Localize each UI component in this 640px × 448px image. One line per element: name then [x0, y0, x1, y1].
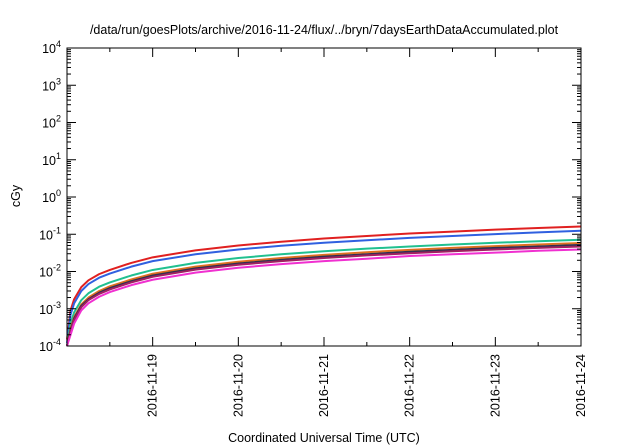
- x-tick-label: 2016-11-20: [231, 354, 245, 417]
- chart-title: /data/run/goesPlots/archive/2016-11-24/f…: [90, 23, 559, 37]
- x-tick-label: 2016-11-24: [574, 354, 588, 417]
- series-line-6: [66, 245, 582, 347]
- plot-frame: [66, 47, 582, 347]
- series-line-7: [66, 248, 582, 347]
- y-tick-label: 103: [42, 76, 61, 93]
- y-axis-label: cGy: [9, 184, 23, 207]
- x-tick-label: 2016-11-23: [488, 354, 502, 417]
- series-line-3: [66, 238, 582, 347]
- y-tick-label: 101: [42, 151, 61, 168]
- y-tick-label: 10-2: [39, 263, 61, 280]
- y-tick-label: 102: [42, 114, 61, 131]
- y-tick-label: 10-4: [39, 337, 61, 354]
- x-axis-label: Coordinated Universal Time (UTC): [228, 431, 420, 445]
- series-line-1: [66, 225, 582, 340]
- series-line-2: [66, 229, 582, 344]
- x-tick-label: 2016-11-21: [317, 354, 331, 417]
- axes-layer: 10-4 10-3 10-2 10-1 100 101 102 103 104 2016-11-1…: [39, 39, 588, 417]
- y-tick-label: 10-3: [39, 300, 61, 317]
- y-tick-label: 100: [42, 188, 61, 205]
- x-tick-label: 2016-11-22: [403, 354, 417, 417]
- series-line-5: [66, 243, 582, 347]
- y-tick-label: 10-1: [39, 225, 61, 242]
- series-layer: [66, 225, 582, 347]
- y-tick-label: 104: [42, 39, 61, 56]
- x-tick-label: 2016-11-19: [146, 354, 160, 417]
